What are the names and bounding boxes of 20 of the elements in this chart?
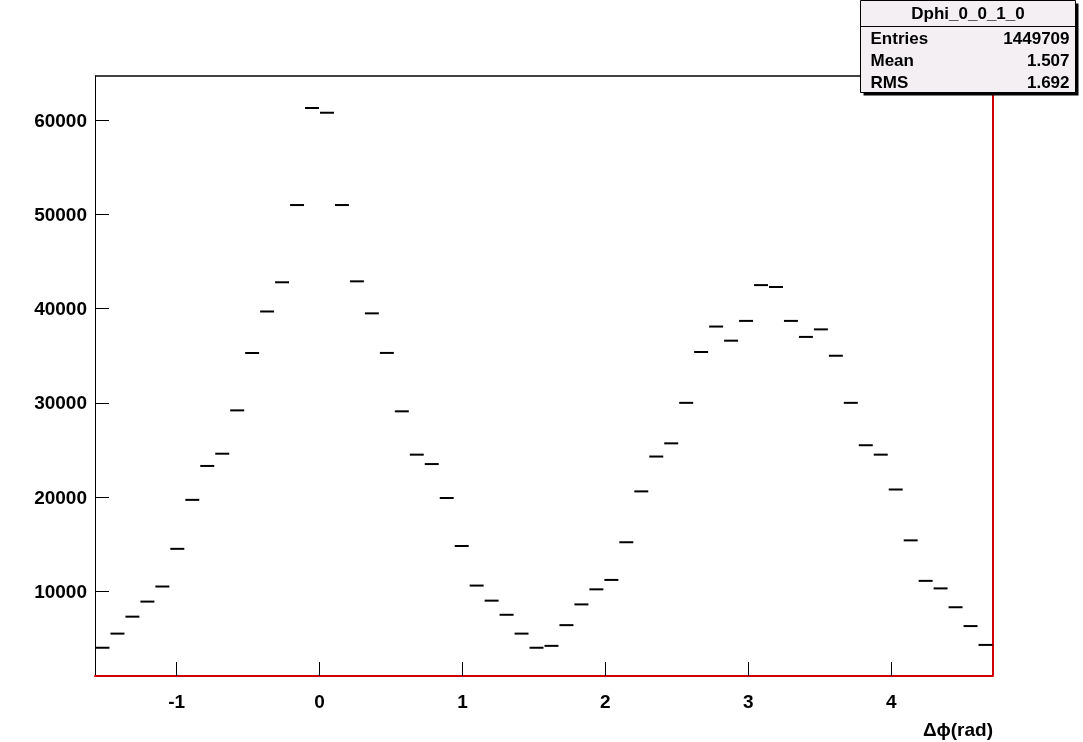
text: Dphi_0_0_1_0	[911, 4, 1025, 23]
x-axis-title: Δϕ(rad)	[922, 719, 993, 740]
text: 1.692	[1026, 73, 1070, 92]
y-tick-label: 30000	[34, 392, 87, 414]
y-tick-label: 40000	[34, 298, 87, 320]
y-tick-label: 10000	[34, 580, 87, 602]
text: 1.507	[1026, 51, 1070, 70]
text: 1449709	[1003, 29, 1070, 48]
text: Mean	[870, 51, 914, 70]
x-tick-label: 1	[457, 691, 469, 712]
y-tick-label: 60000	[34, 109, 87, 131]
x-tick-label: 0	[314, 691, 325, 712]
x-tick-label: 3	[742, 691, 754, 712]
x-tick-label: 2	[600, 691, 611, 712]
y-tick-label: 50000	[34, 203, 87, 225]
x-tick-label: 4	[885, 691, 897, 712]
y-tick-label: 20000	[34, 486, 87, 508]
text: Entries	[870, 29, 929, 48]
x-tick-label: -1	[168, 691, 186, 712]
annotation: RMS	[870, 73, 909, 92]
